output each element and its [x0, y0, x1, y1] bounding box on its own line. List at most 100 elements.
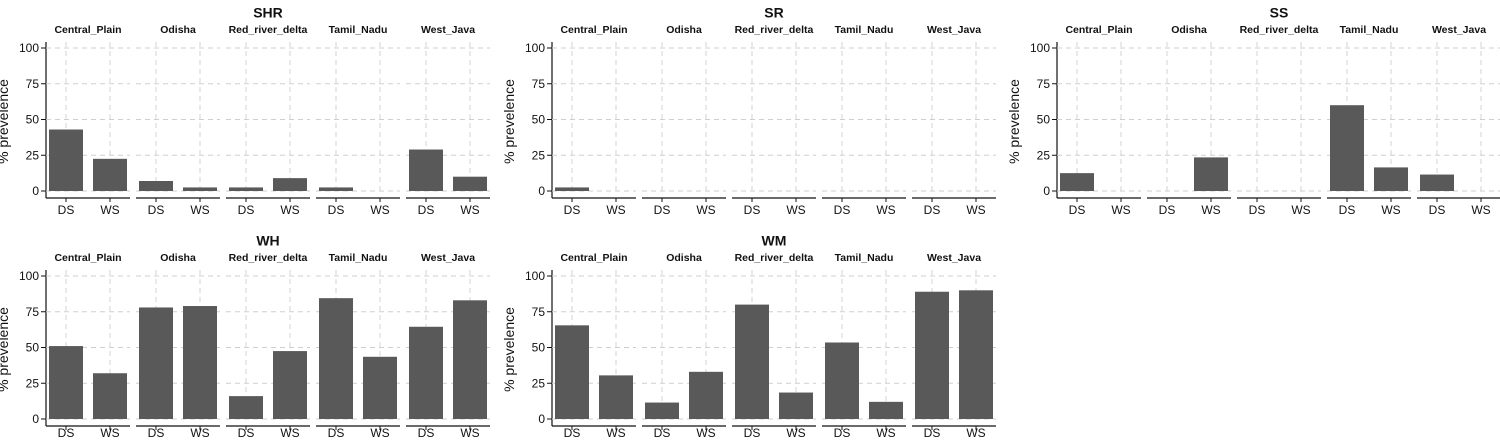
- x-tick-label: DS: [58, 426, 75, 440]
- x-tick-label: WS: [460, 203, 479, 217]
- bar-ds: [1060, 173, 1094, 191]
- x-tick-label: DS: [1429, 203, 1446, 217]
- y-tick-label: 50: [1037, 113, 1051, 127]
- bar-ws: [959, 290, 993, 419]
- x-tick-label: WS: [966, 426, 985, 440]
- x-tick-label: DS: [924, 203, 941, 217]
- x-tick-label: WS: [1291, 203, 1310, 217]
- x-tick-label: DS: [654, 426, 671, 440]
- bar-ds: [645, 402, 679, 419]
- facet-strip-label: Tamil_Nadu: [329, 24, 388, 36]
- y-tick-label: 50: [532, 341, 546, 355]
- x-tick-label: WS: [1471, 203, 1490, 217]
- bar-ds: [555, 325, 589, 419]
- x-tick-label: WS: [786, 203, 805, 217]
- facet-strip-label: West_Java: [421, 24, 475, 36]
- x-tick-label: WS: [606, 203, 625, 217]
- facet-strip-label: Red_river_delta: [1240, 24, 1319, 36]
- facet-strip-label: Tamil_Nadu: [835, 252, 894, 264]
- y-tick-label: 75: [26, 77, 40, 91]
- bar-ws: [453, 176, 487, 191]
- y-tick-label: 0: [1043, 184, 1050, 198]
- x-tick-label: DS: [418, 426, 435, 440]
- y-tick-label: 100: [19, 269, 39, 283]
- x-tick-label: WS: [696, 426, 715, 440]
- y-tick-label: 100: [19, 41, 39, 55]
- bar-ws: [93, 373, 127, 419]
- y-tick-label: 75: [1037, 77, 1051, 91]
- x-tick-label: WS: [190, 426, 209, 440]
- facet-strip-label: West_Java: [927, 252, 981, 264]
- facet-strip-label: Red_river_delta: [735, 24, 814, 36]
- y-tick-label: 100: [525, 269, 545, 283]
- x-tick-label: WS: [370, 426, 389, 440]
- x-tick-label: WS: [1381, 203, 1400, 217]
- x-tick-label: DS: [418, 203, 435, 217]
- y-tick-label: 50: [26, 341, 40, 355]
- x-tick-label: WS: [966, 203, 985, 217]
- facet-strip-label: Red_river_delta: [735, 252, 814, 264]
- x-tick-label: DS: [148, 426, 165, 440]
- bar-ds: [139, 180, 173, 191]
- bar-ds: [1420, 174, 1454, 191]
- bar-ds: [409, 326, 443, 419]
- x-tick-label: WS: [876, 426, 895, 440]
- panel-title-shr: SHR: [253, 5, 283, 21]
- bar-ds: [735, 304, 769, 419]
- facet-strip-label: Odisha: [1171, 24, 1207, 36]
- bar-ws: [1194, 157, 1228, 191]
- bar-ds: [319, 298, 353, 419]
- x-tick-label: WS: [876, 203, 895, 217]
- bar-ws: [363, 356, 397, 419]
- x-tick-label: DS: [1159, 203, 1176, 217]
- x-tick-label: DS: [1249, 203, 1266, 217]
- facet-strip-label: West_Java: [1432, 24, 1486, 36]
- bar-ws: [869, 401, 903, 419]
- bar-ds: [229, 187, 263, 191]
- bar-ds: [229, 396, 263, 419]
- bar-ds: [49, 346, 83, 419]
- x-tick-label: DS: [834, 203, 851, 217]
- x-tick-label: WS: [280, 203, 299, 217]
- bar-ds: [409, 149, 443, 191]
- bar-ds: [825, 342, 859, 419]
- x-tick-label: WS: [1201, 203, 1220, 217]
- y-tick-label: 25: [532, 376, 546, 390]
- facet-strip-label: Red_river_delta: [229, 24, 308, 36]
- x-tick-label: WS: [370, 203, 389, 217]
- x-tick-label: DS: [58, 203, 75, 217]
- x-tick-label: DS: [744, 203, 761, 217]
- facet-strip-label: West_Java: [421, 252, 475, 264]
- facet-strip-label: Central_Plain: [560, 252, 627, 264]
- facet-strip-label: West_Java: [927, 24, 981, 36]
- y-tick-label: 50: [532, 113, 546, 127]
- bar-ws: [273, 178, 307, 191]
- bar-ws: [1374, 167, 1408, 191]
- bar-ds: [319, 187, 353, 191]
- facet-strip-label: Odisha: [666, 252, 702, 264]
- y-tick-label: 25: [26, 376, 40, 390]
- bar-ws: [183, 306, 217, 419]
- x-tick-label: DS: [238, 426, 255, 440]
- y-axis-label: % prevelence: [0, 79, 11, 164]
- panel-title-sr: SR: [764, 5, 783, 21]
- bar-ds: [139, 307, 173, 419]
- bar-ws: [453, 300, 487, 419]
- x-tick-label: DS: [654, 203, 671, 217]
- facet-strip-label: Tamil_Nadu: [835, 24, 894, 36]
- x-tick-label: WS: [460, 426, 479, 440]
- facet-strip-label: Odisha: [160, 24, 196, 36]
- y-axis-label: % prevelence: [0, 307, 11, 392]
- y-tick-label: 25: [532, 148, 546, 162]
- facet-strip-label: Central_Plain: [54, 252, 121, 264]
- x-tick-label: DS: [564, 203, 581, 217]
- y-axis-label: % prevelence: [501, 307, 517, 392]
- facet-strip-label: Central_Plain: [1065, 24, 1132, 36]
- x-tick-label: DS: [148, 203, 165, 217]
- x-tick-label: DS: [744, 426, 761, 440]
- y-tick-label: 100: [525, 41, 545, 55]
- bar-ws: [183, 187, 217, 191]
- panel-title-ss: SS: [1270, 5, 1289, 21]
- y-tick-label: 25: [26, 148, 40, 162]
